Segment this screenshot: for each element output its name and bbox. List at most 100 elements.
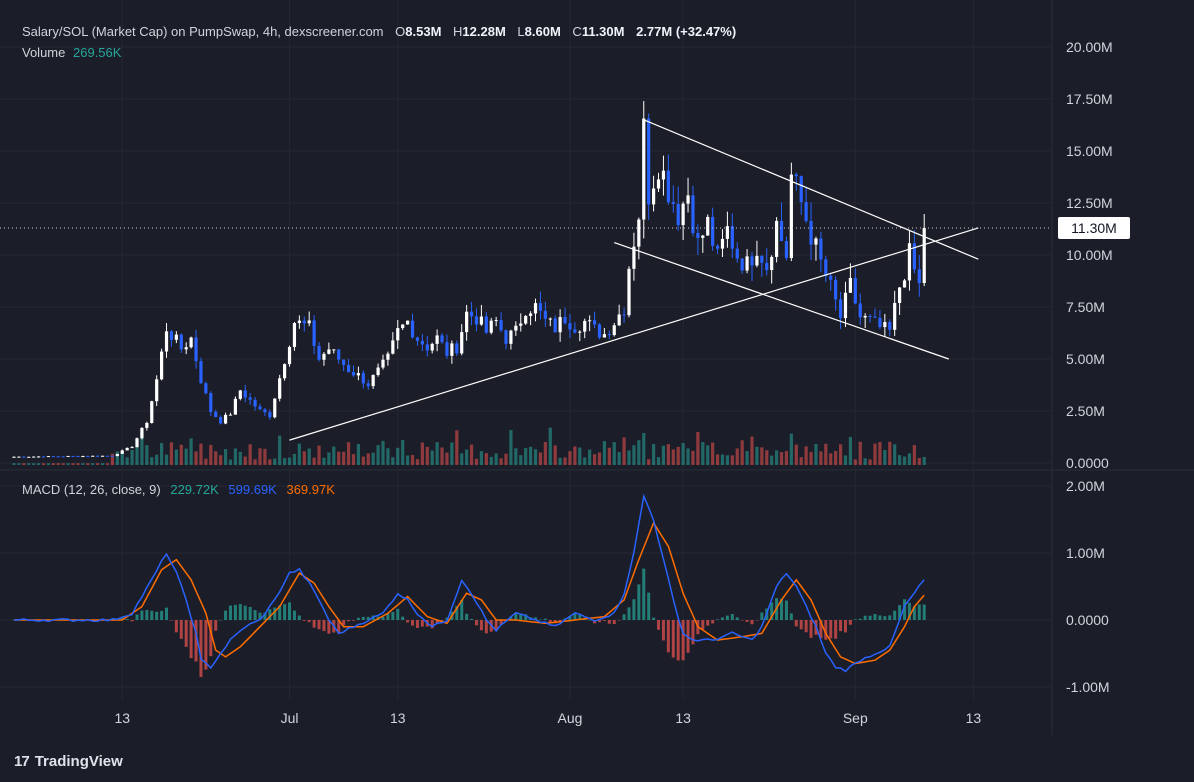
volume-bar: [819, 451, 823, 465]
candle-body: [706, 216, 710, 236]
lower-channel-line: [614, 241, 949, 360]
candle-body: [632, 246, 636, 269]
h-value: 12.28M: [462, 24, 506, 39]
candle-body: [386, 353, 390, 360]
candle-body: [415, 337, 420, 341]
macd-histogram-bar: [233, 604, 237, 620]
price-tick-label: 12.50M: [1066, 195, 1113, 211]
candle-body: [824, 259, 828, 276]
volume-bar: [219, 455, 223, 465]
candle-body: [420, 340, 424, 345]
candle-body: [115, 453, 119, 457]
macd-histogram-bar: [760, 612, 764, 620]
candle-body: [283, 364, 287, 379]
candle-body: [332, 349, 336, 351]
macd-histogram-bar: [460, 599, 464, 620]
volume-bar: [469, 444, 474, 465]
c-value: 11.30M: [581, 24, 625, 39]
last-price-tag: [1058, 216, 1130, 239]
macd-histogram-bar: [366, 616, 370, 620]
volume-bars: [12, 427, 926, 465]
macd-histogram-bar: [297, 615, 301, 620]
volume-bar: [396, 447, 400, 465]
candle-body: [17, 456, 21, 458]
macd-histogram-bar: [135, 614, 139, 620]
volume-bar: [115, 451, 119, 465]
volume-bar: [233, 448, 237, 465]
candle-body: [898, 287, 902, 303]
volume-bar: [381, 440, 385, 465]
candle-body: [504, 330, 508, 344]
macd-histogram-bar: [730, 614, 734, 620]
volume-bar: [401, 439, 405, 465]
candle-body: [248, 397, 252, 400]
macd-histogram-bar: [647, 592, 651, 620]
volume-bar: [706, 445, 710, 465]
candle-body: [888, 322, 892, 330]
volume-bar: [834, 450, 838, 465]
macd-histogram-bar: [853, 619, 857, 620]
macd-histogram-bar: [209, 620, 213, 657]
volume-bar: [56, 463, 60, 465]
macd-histogram-bar: [169, 620, 173, 621]
candle-body: [612, 325, 616, 336]
volume-bar: [607, 447, 611, 465]
volume-bar: [533, 449, 538, 465]
time-tick-label: Aug: [557, 710, 582, 726]
volume-bar: [145, 445, 149, 465]
volume-bar: [41, 463, 46, 465]
macd-histogram-bar: [524, 614, 528, 620]
candle-body: [140, 427, 144, 439]
price-tick-label: 5.00M: [1066, 351, 1105, 367]
macd-histogram-bar: [873, 614, 877, 620]
volume-bar: [169, 442, 174, 465]
candle-body: [292, 323, 297, 347]
volume-bar: [578, 447, 582, 465]
price-tick-label: 15.00M: [1066, 143, 1113, 159]
h-label: H: [453, 24, 463, 39]
candle-body: [425, 344, 429, 351]
candle-body: [499, 320, 503, 331]
candle-body: [100, 455, 105, 457]
volume-bar: [283, 458, 287, 465]
candle-body: [652, 188, 656, 205]
candle-body: [410, 320, 415, 338]
candle-body: [189, 337, 193, 348]
tradingview-brand[interactable]: 17 TradingView: [14, 753, 123, 770]
volume-bar: [765, 450, 769, 465]
macd-histogram-bar: [406, 620, 410, 623]
candle-body: [169, 331, 174, 340]
volume-bar: [164, 454, 169, 465]
candle-body: [391, 340, 395, 354]
volume-bar: [671, 449, 675, 465]
macd-histogram-bar: [145, 609, 149, 620]
volume-bar: [297, 443, 301, 465]
candle-body: [219, 417, 223, 424]
candle-body: [71, 455, 75, 457]
volume-bar: [292, 453, 297, 465]
volume-bar: [592, 454, 597, 465]
volume-bar: [243, 456, 247, 465]
candle-body: [819, 238, 823, 260]
volume-bar: [632, 445, 636, 465]
volume-bar: [61, 463, 65, 465]
volume-bar: [883, 449, 887, 465]
volume-bar: [573, 446, 577, 465]
volume-bar: [435, 442, 439, 465]
candle-body: [863, 315, 867, 318]
macd-histogram-bar: [342, 620, 346, 626]
volume-bar: [740, 440, 744, 465]
macd-histogram-bar: [361, 616, 365, 620]
candle-body: [184, 347, 188, 350]
volume-bar: [100, 463, 105, 465]
candle-body: [597, 324, 602, 338]
macd-histogram-bar: [499, 620, 503, 625]
candle-body: [105, 455, 110, 457]
volume-bar: [150, 457, 154, 465]
candle-body: [696, 233, 700, 238]
candle-body: [765, 262, 769, 271]
candle-body: [514, 325, 518, 331]
macd-histogram-bar: [253, 610, 257, 620]
volume-bar: [140, 429, 144, 465]
